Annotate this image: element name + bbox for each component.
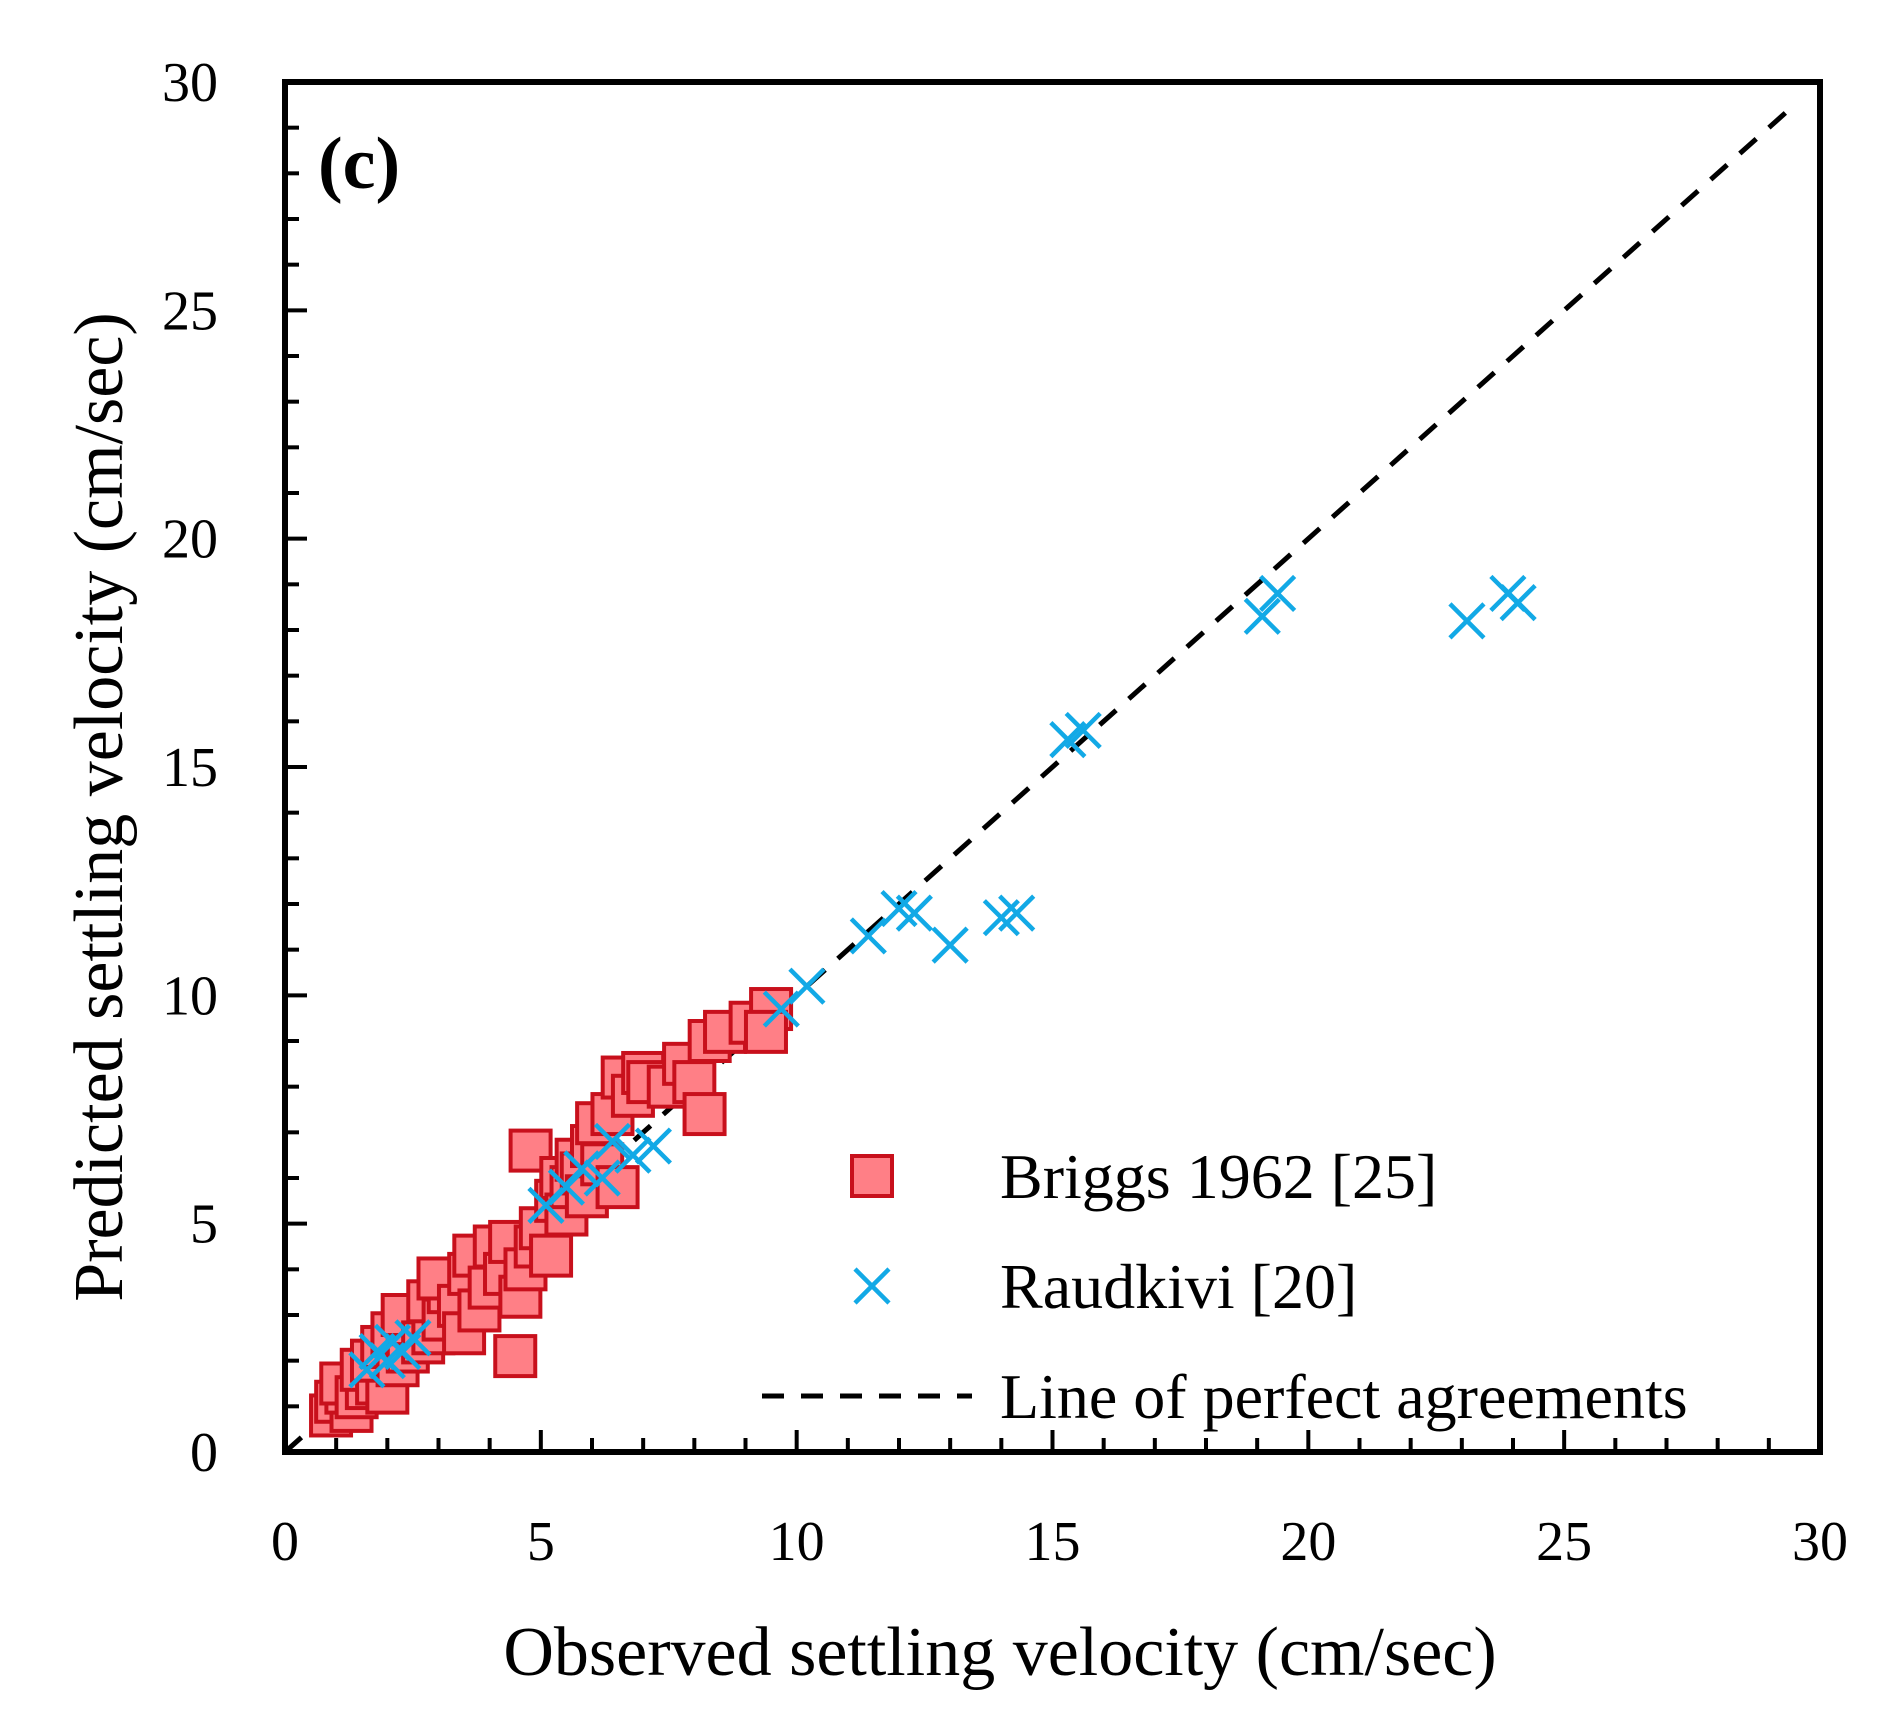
y-tick-label: 30 [162,52,218,114]
y-tick-label: 15 [162,737,218,799]
x-tick-label: 30 [1792,1511,1848,1573]
y-tick-label: 0 [190,1422,218,1484]
raudkivi-point [931,926,969,964]
raudkivi-stroke [1259,574,1297,613]
raudkivi-point [614,1136,652,1174]
raudkivi-stroke [593,1122,632,1161]
raudkivi-point [1064,711,1102,750]
raudkivi-stroke [931,926,969,964]
raudkivi-stroke [1064,711,1102,750]
raudkivi-stroke [788,967,826,1005]
raudkivi-point [593,1122,632,1161]
y-tick-label: 25 [162,280,218,342]
x-tick-label: 25 [1536,1511,1592,1573]
y-tick-label: 20 [162,509,218,571]
raudkivi-stroke [849,917,887,955]
raudkivi-point [394,1319,432,1357]
legend-label: Line of perfect agreements [1000,1361,1688,1432]
y-tick-label: 5 [190,1194,218,1256]
x-tick-label: 0 [271,1511,299,1573]
raudkivi-point [1499,584,1537,622]
panel-label: (c) [318,123,400,205]
briggs-point [682,1092,727,1137]
raudkivi-stroke [634,1127,672,1165]
briggs-point [529,1233,574,1278]
axes: 0 5 10 15 20 25 30 0 5 10 15 20 25 30 [162,52,1848,1573]
raudkivi-stroke [853,1267,891,1305]
raudkivi-stroke [614,1136,652,1174]
raudkivi-stroke [583,1159,621,1197]
legend-label: Briggs 1962 [25] [1000,1141,1437,1212]
raudkivi-stroke [1499,584,1537,622]
y-tick-label: 10 [162,965,218,1027]
raudkivi-stroke [1243,597,1281,635]
raudkivi-point [788,967,826,1005]
legend-label: Raudkivi [20] [1000,1251,1357,1322]
raudkivi-point [1243,597,1281,635]
legend-marker-raudkivi [853,1267,891,1305]
raudkivi-stroke [998,894,1036,932]
raudkivi-stroke [1448,602,1486,640]
x-tick-label: 20 [1280,1511,1336,1573]
briggs-point [743,1009,788,1054]
perfect-agreement-line [283,102,1797,1454]
y-axis-title: Predicted settling velocity (cm/sec) [61,312,138,1301]
raudkivi-point [998,894,1036,932]
raudkivi-point [895,894,933,932]
x-axis-title: Observed settling velocity (cm/sec) [503,1614,1496,1691]
raudkivi-stroke [880,889,918,928]
legend: Briggs 1962 [25] Raudkivi [20] Line of per… [762,1141,1688,1432]
raudkivi-point [563,1150,601,1188]
x-tick-label: 15 [1025,1511,1081,1573]
raudkivi-point [1259,574,1297,613]
x-tick-label: 10 [769,1511,825,1573]
raudkivi-stroke [563,1150,601,1188]
x-tick-label: 5 [527,1511,555,1573]
briggs-point [493,1334,538,1379]
raudkivi-point [1448,602,1486,640]
legend-marker-briggs [850,1154,894,1198]
axis-labels: (c) Observed settling velocity (cm/sec) … [61,123,1497,1691]
raudkivi-point [849,917,887,955]
raudkivi-point [583,1159,621,1197]
raudkivi-stroke [895,894,933,932]
raudkivi-stroke [394,1319,432,1357]
plot-marks [283,102,1797,1454]
raudkivi-point [634,1127,672,1165]
